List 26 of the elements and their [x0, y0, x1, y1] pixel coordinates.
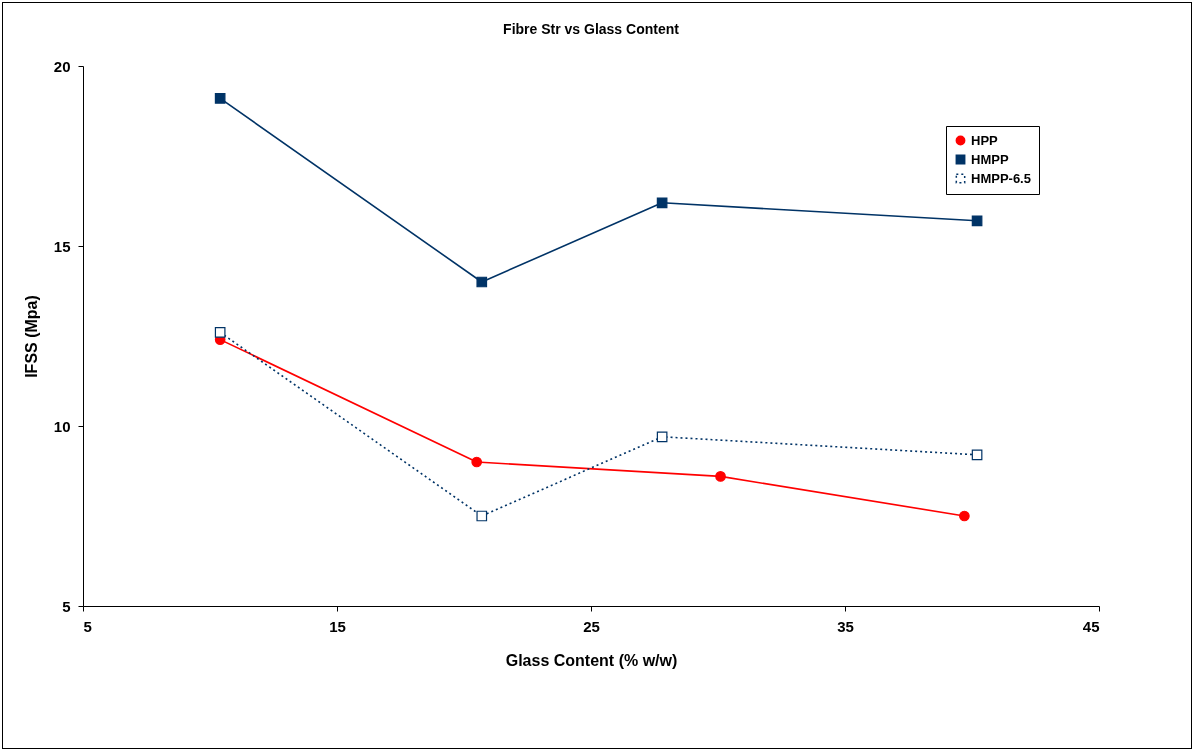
- y-tick-label: 20: [53, 57, 71, 75]
- x-tick-label: 15: [329, 617, 346, 635]
- point: [476, 510, 488, 522]
- point: [656, 197, 668, 209]
- point: [971, 449, 983, 461]
- y-tick-label: 5: [62, 597, 71, 615]
- legend-label: HPP: [971, 132, 999, 148]
- y-axis-title: IFSS (Mpa): [22, 295, 40, 378]
- x-tick-label: 45: [1082, 617, 1100, 635]
- x-axis-title: Glass Content (% w/w): [505, 651, 678, 669]
- point: [971, 215, 983, 227]
- legend-label: HMPP-6.5: [971, 170, 1031, 186]
- x-tick-label: 25: [583, 617, 600, 635]
- point: [214, 327, 226, 338]
- x-tick-label: 5: [83, 617, 92, 635]
- y-tick-label: 10: [53, 417, 71, 435]
- legend-label: HMPP: [971, 151, 1009, 167]
- point: [476, 276, 488, 288]
- point: [715, 471, 726, 482]
- point: [959, 510, 970, 522]
- point: [471, 456, 483, 468]
- point: [656, 431, 668, 443]
- point: [214, 93, 226, 104]
- chart-title: Fibre Str vs Glass Content: [503, 21, 680, 37]
- x-tick-label: 35: [837, 617, 854, 635]
- y-tick-label: 15: [53, 237, 71, 255]
